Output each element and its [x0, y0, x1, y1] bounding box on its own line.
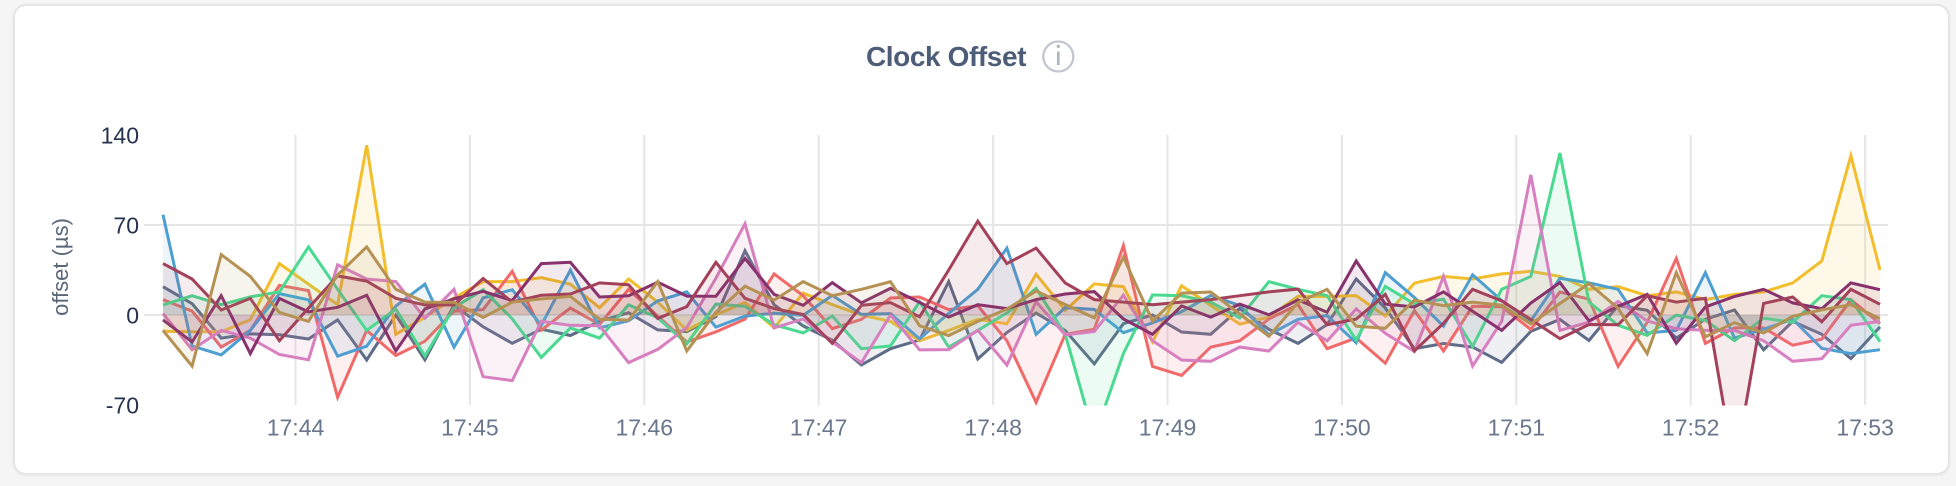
- svg-text:17:49: 17:49: [1139, 415, 1197, 441]
- svg-text:17:52: 17:52: [1662, 415, 1720, 441]
- svg-text:70: 70: [113, 212, 139, 238]
- svg-text:17:46: 17:46: [616, 415, 674, 441]
- svg-text:-70: -70: [106, 392, 139, 418]
- svg-text:140: 140: [101, 122, 139, 148]
- svg-text:17:51: 17:51: [1488, 415, 1546, 441]
- svg-text:17:47: 17:47: [790, 415, 848, 441]
- svg-text:17:48: 17:48: [964, 415, 1022, 441]
- svg-text:0: 0: [126, 302, 139, 328]
- svg-text:17:45: 17:45: [441, 415, 499, 441]
- svg-text:Clock Offset: Clock Offset: [866, 41, 1026, 72]
- svg-text:17:50: 17:50: [1313, 415, 1371, 441]
- svg-text:17:53: 17:53: [1836, 415, 1894, 441]
- svg-text:offset (µs): offset (µs): [48, 218, 73, 316]
- svg-text:17:44: 17:44: [267, 415, 325, 441]
